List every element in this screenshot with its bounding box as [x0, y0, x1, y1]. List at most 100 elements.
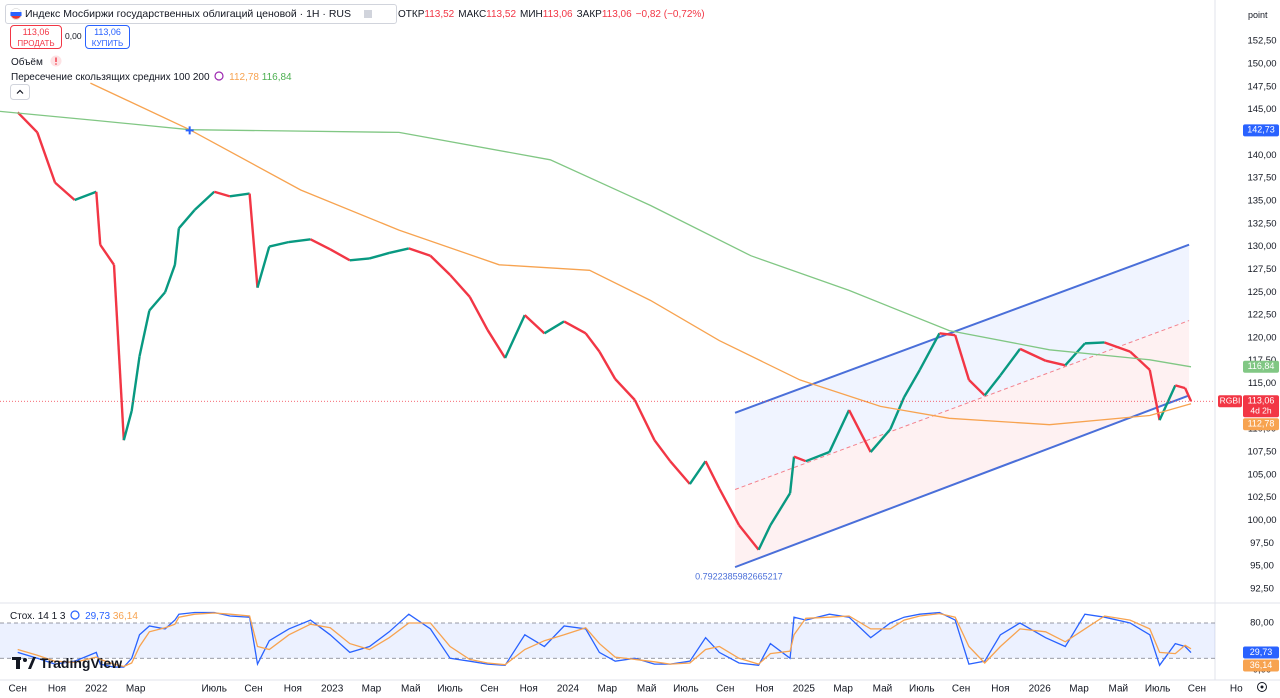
price-segment: [718, 488, 741, 526]
price-segment: [329, 248, 351, 262]
x-tick-label: Сен: [952, 684, 970, 695]
channel-label: 0.7922385982665217: [695, 571, 783, 581]
sell-price: 113,06: [22, 27, 50, 37]
y-tick-label: 107,50: [1247, 447, 1276, 458]
y-tick-label: 137,50: [1247, 173, 1276, 184]
price-segment: [468, 296, 489, 331]
price-segment: [408, 247, 431, 257]
symbol-box[interactable]: Индекс Мосбиржи государственных облигаци…: [5, 4, 397, 24]
y-tick-label: 80,00: [1250, 618, 1274, 629]
x-tick-label: Июль: [437, 684, 463, 695]
price-segment: [74, 190, 97, 202]
stoch-title: Стох. 14 1 3: [10, 611, 66, 622]
price-segment: [889, 396, 906, 430]
y-tick-label: 130,00: [1247, 241, 1276, 252]
price-segment: [738, 524, 760, 551]
collapse-button[interactable]: [10, 84, 30, 100]
channel-upper-fill: [735, 244, 1190, 490]
x-tick-label: Мар: [598, 684, 618, 695]
price-segment: [1084, 341, 1105, 345]
price-segment: [388, 247, 410, 255]
x-tick-label: 2023: [321, 684, 344, 695]
last-value-label: 112,78: [1248, 419, 1275, 429]
x-tick-label: Сен: [716, 684, 734, 695]
price-segment: [999, 348, 1022, 377]
buy-label: КУПИТЬ: [91, 39, 124, 48]
settings-gear[interactable]: [1256, 681, 1268, 693]
y-tick-label: 105,00: [1247, 469, 1276, 480]
price-segment: [543, 320, 565, 335]
price-segment: [1174, 384, 1186, 390]
price-segment: [130, 355, 141, 412]
ohlc-value: 113,06: [601, 9, 632, 20]
sell-button[interactable]: 113,06 ПРОДАТЬ: [10, 25, 62, 49]
price-segment: [36, 132, 57, 184]
price-segment: [939, 332, 956, 337]
price-segment: [847, 409, 872, 453]
price-segment: [983, 374, 1002, 397]
price-segment: [193, 190, 216, 211]
price-segment: [788, 456, 796, 494]
price-segment: [256, 246, 271, 289]
x-tick-label: Сен: [480, 684, 498, 695]
x-tick-label: Май: [637, 684, 657, 695]
price-segment: [614, 378, 636, 401]
series-line: [0, 110, 1192, 368]
x-tick-label: 2024: [557, 684, 580, 695]
warning-icon: [50, 55, 62, 67]
price-segment: [213, 190, 231, 198]
y-tick-label: 95,00: [1250, 561, 1274, 572]
price-segment: [349, 257, 370, 262]
price-segment: [757, 524, 772, 551]
series-line: [17, 611, 1192, 668]
settings-icon: [364, 10, 372, 18]
last-price-box: [1243, 395, 1279, 418]
plot-area: [0, 82, 1193, 569]
ohlc-label: ЗАКР: [576, 9, 602, 20]
y-tick-label: 102,50: [1247, 492, 1276, 503]
volume-legend: Объём: [11, 53, 62, 68]
price-segment: [828, 409, 851, 453]
price-segment: [138, 310, 151, 357]
crosshair-marker: [185, 126, 194, 135]
indicator-icon: [70, 610, 80, 620]
buy-button[interactable]: 113,06 КУПИТЬ: [85, 25, 130, 49]
flag-icon: [10, 8, 22, 20]
stoch-k-value: 29,73: [85, 611, 111, 622]
ma100-value: 112,78: [229, 72, 259, 83]
price-segment: [653, 439, 672, 462]
y-tick-label: 120,00: [1247, 332, 1276, 343]
volume-label: Объём: [11, 57, 43, 68]
logo-text: TradingView: [39, 655, 123, 671]
y-tick-label: 97,50: [1250, 538, 1274, 549]
channel-middle: [734, 320, 1190, 490]
indicator-name: Пересечение скользящих средних 100 200: [11, 72, 210, 83]
x-tick-label: 2022: [85, 684, 108, 695]
x-tick-label: Мар: [1069, 684, 1089, 695]
x-tick-label: Но: [1230, 684, 1243, 695]
symbol-label: RGBI: [1220, 396, 1241, 406]
price-segment: [598, 351, 617, 380]
ma200-value: 116,84: [261, 72, 292, 83]
price-segment: [903, 369, 921, 398]
indicator-icon: [214, 71, 224, 81]
y-tick-label: 135,00: [1247, 195, 1276, 206]
ohlc-label: МАКС: [458, 9, 487, 20]
price-segment: [148, 291, 167, 312]
scale-unit: point: [1248, 10, 1268, 20]
price-segment: [563, 320, 587, 335]
price-segment: [16, 111, 39, 134]
sell-label: ПРОДАТЬ: [17, 39, 55, 48]
series-line: [17, 612, 1192, 668]
price-segment: [954, 334, 971, 381]
ohlc-change: −0,82 (−0,72%): [635, 9, 705, 20]
price-segment: [486, 329, 507, 359]
channel-lower-fill: [735, 320, 1190, 568]
x-tick-label: Сен: [244, 684, 262, 695]
last-price-label: 113,06: [1248, 396, 1275, 406]
y-tick-label: 125,00: [1247, 287, 1276, 298]
x-tick-label: Мар: [833, 684, 853, 695]
x-tick-label: Июль: [1145, 684, 1171, 695]
